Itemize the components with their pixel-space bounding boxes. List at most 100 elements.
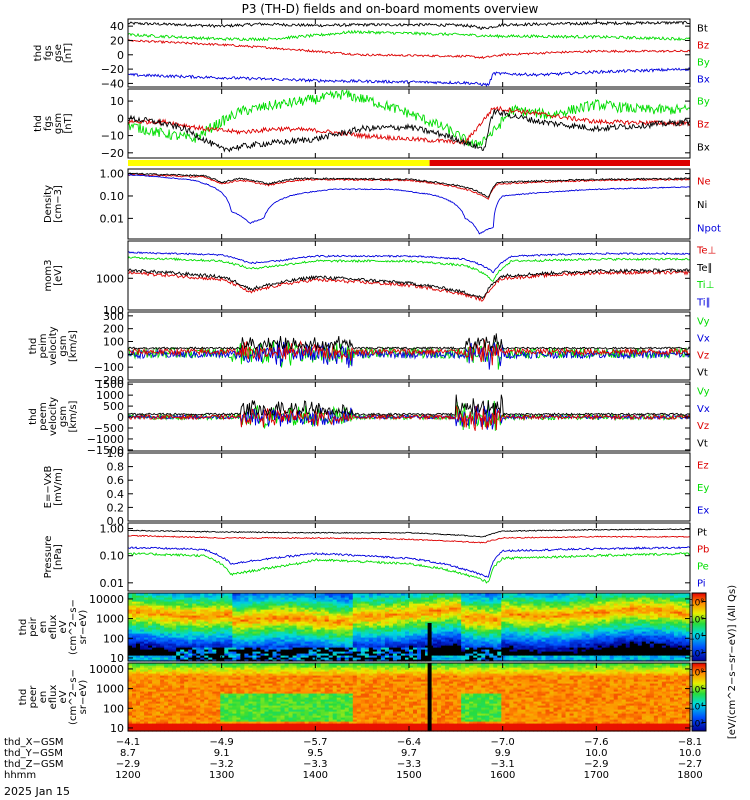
heatmap-cell [244,641,250,644]
heatmap-cell [549,617,555,620]
heatmap-cell [493,643,498,646]
heatmap-cell [569,647,575,650]
heatmap-cell [272,631,278,634]
heatmap-cell [404,617,410,620]
heatmap-cell [164,609,169,612]
heatmap-cell [465,635,470,638]
heatmap-cell [605,635,611,638]
heatmap-cell [633,641,639,644]
heatmap-cell [232,615,237,618]
heatmap-cell [409,607,414,610]
heatmap-cell [509,653,514,656]
heatmap-cell [649,609,655,612]
heatmap-cell [156,597,161,600]
heatmap-cell [224,637,229,640]
heatmap-cell [437,651,442,654]
heatmap-cell [585,635,591,638]
heatmap-cell [409,621,414,624]
heatmap-cell [593,649,599,652]
heatmap-cell [617,597,623,600]
heatmap-cell [304,595,310,598]
heatmap-cell [172,629,177,632]
heatmap-cell [356,639,362,642]
heatmap-cell [164,647,169,650]
heatmap-cell [625,657,631,660]
heatmap-cell [276,629,282,632]
heatmap-cell [413,657,418,660]
heatmap-cell [449,639,454,642]
heatmap-cell [284,597,290,600]
heatmap-cell [641,649,647,652]
heatmap-cell [384,603,390,606]
heatmap-cell [417,595,422,598]
heatmap-cell [465,627,470,630]
heatmap-cell [144,599,149,602]
heatmap-cell [481,657,486,660]
heatmap-cell [140,625,145,628]
heatmap-cell [144,633,149,636]
heatmap-cell [621,639,627,642]
heatmap-cell [613,601,619,604]
heatmap-cell [300,637,306,640]
heatmap-cell [649,615,655,618]
y-tick-label: −1000 [87,433,124,446]
heatmap-cell [549,627,555,630]
heatmap-cell [400,623,406,626]
heatmap-cell [260,631,266,634]
heatmap-cell [561,609,567,612]
heatmap-cell [164,601,169,604]
heatmap-cell [545,617,551,620]
heatmap-cell [637,601,643,604]
heatmap-cell [284,623,290,626]
heatmap-cell [569,595,575,598]
heatmap-cell [220,615,225,618]
heatmap-cell [521,595,527,598]
legend-Bx: Bx [697,75,710,86]
heatmap-cell [577,639,583,642]
heatmap-cell [284,625,290,628]
heatmap-cell [521,611,527,614]
heatmap-cell [461,629,466,632]
heatmap-cell [517,657,522,660]
heatmap-cell [328,595,334,598]
heatmap-cell [240,651,246,654]
heatmap-cell [409,641,414,644]
heatmap-cell [633,595,639,598]
heatmap-cell [513,597,518,600]
heatmap-cell [320,627,326,630]
legend-Ni: Ni [697,200,707,211]
heatmap-cell [148,655,153,658]
heatmap-cell [605,619,611,622]
heatmap-cell [292,643,298,646]
heatmap-cell [493,613,498,616]
heatmap-cell [324,615,330,618]
heatmap-cell [336,611,342,614]
heatmap-cell [641,659,647,662]
heatmap-cell [180,647,185,650]
heatmap-cell [332,659,338,662]
heatmap-cell [240,637,246,640]
heatmap-cell [148,611,153,614]
heatmap-cell [417,611,422,614]
heatmap-cell [272,601,278,604]
heatmap-cell [296,639,302,642]
heatmap-cell [364,625,370,628]
heatmap-cell [376,607,382,610]
heatmap-cell [589,637,595,640]
heatmap-cell [433,613,438,616]
heatmap-cell [388,597,394,600]
heatmap-cell [196,647,201,650]
heatmap-cell [585,653,591,656]
heatmap-cell [396,641,402,644]
heatmap-cell [509,635,514,638]
heatmap-cell [288,649,294,652]
heatmap-cell [148,659,153,662]
heatmap-cell [220,617,225,620]
heatmap-cell [537,653,543,656]
heatmap-cell [525,609,531,612]
heatmap-cell [288,599,294,602]
heatmap-cell [617,657,623,660]
heatmap-cell [553,611,559,614]
heatmap-cell [188,605,193,608]
heatmap-cell [637,635,643,638]
